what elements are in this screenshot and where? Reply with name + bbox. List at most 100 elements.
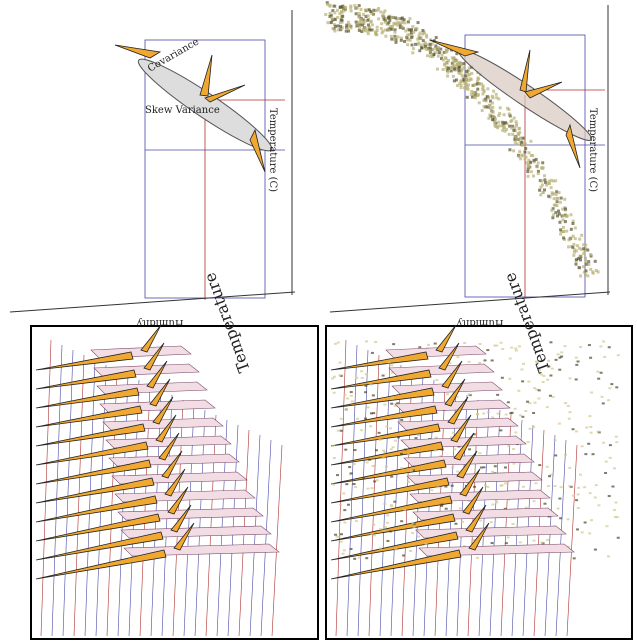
scatter-point: [374, 30, 377, 33]
scatter-point: [564, 220, 567, 223]
scatter-point: [526, 401, 529, 403]
scatter-point: [424, 45, 427, 48]
scatter-point: [456, 63, 459, 66]
scatter-point: [519, 137, 522, 140]
x-axis: [330, 292, 610, 312]
scatter-point: [576, 528, 579, 530]
scatter-point: [617, 354, 620, 356]
scatter-point: [527, 175, 530, 178]
scatter-point: [504, 466, 507, 468]
scatter-point: [434, 449, 437, 451]
scatter-point: [418, 346, 421, 348]
scatter-point: [378, 432, 381, 434]
scatter-point: [575, 258, 578, 261]
scatter-point: [391, 16, 394, 19]
scatter-point: [587, 443, 590, 445]
scatter-point: [417, 535, 420, 537]
scatter-point: [562, 214, 565, 217]
scatter-point: [353, 483, 356, 485]
scatter-point: [422, 39, 425, 42]
figure: Covariance Skew Variance Temperature (C)…: [0, 0, 637, 644]
scatter-point: [582, 265, 585, 268]
scatter-point: [548, 180, 551, 183]
scatter-point: [496, 394, 499, 396]
scatter-point: [617, 537, 620, 539]
scatter-point: [417, 434, 420, 436]
scatter-point: [505, 128, 508, 131]
scatter-point: [365, 340, 368, 342]
scatter-point: [452, 56, 455, 59]
scatter-point: [376, 479, 379, 481]
scatter-point: [461, 521, 464, 523]
scatter-point: [578, 247, 581, 250]
scatter-point: [608, 346, 611, 348]
scatter-point: [584, 243, 587, 246]
scatter-point: [515, 136, 518, 139]
scatter-point: [390, 504, 393, 506]
scatter-point: [525, 156, 528, 159]
scatter-point: [466, 70, 469, 73]
scatter-point: [540, 542, 543, 544]
scatter-point: [410, 36, 413, 39]
scatter-point: [416, 38, 419, 41]
scatter-point: [491, 471, 494, 473]
scatter-point: [579, 474, 582, 476]
scatter-point: [367, 24, 370, 27]
scatter-point: [411, 25, 414, 28]
scatter-point: [386, 522, 389, 524]
scatter-point: [543, 178, 546, 181]
scatter-point: [537, 161, 540, 164]
scatter-point: [470, 93, 473, 96]
scatter-point: [452, 432, 455, 434]
scatter-point: [556, 214, 559, 217]
scatter-point: [356, 23, 359, 26]
scatter-point: [441, 449, 444, 451]
scatter-point: [554, 485, 557, 487]
scatter-point: [491, 359, 494, 361]
scatter-point: [605, 461, 608, 463]
panel-top-right: Temperature (C) Humidity: [324, 1, 610, 328]
scatter-point: [574, 237, 577, 240]
scatter-point: [337, 342, 340, 344]
scatter-point: [614, 516, 617, 518]
scatter-point: [389, 530, 392, 532]
scatter-point: [602, 402, 605, 404]
scatter-point: [615, 386, 618, 388]
scatter-point: [608, 387, 611, 389]
scatter-point: [442, 68, 445, 71]
glyph: [200, 55, 212, 96]
scatter-point: [349, 548, 352, 550]
scatter-point: [570, 213, 573, 216]
scatter-point: [345, 483, 348, 485]
scatter-cloud: [324, 1, 599, 277]
scatter-point: [390, 364, 393, 366]
y-axis-label: Temperature (C): [587, 108, 598, 192]
scatter-point: [344, 449, 347, 451]
scatter-point: [387, 16, 390, 19]
scatter-point: [461, 74, 464, 77]
scatter-point: [492, 115, 495, 118]
scatter-point: [371, 487, 374, 489]
scatter-point: [412, 47, 415, 50]
scatter-point: [350, 395, 353, 397]
scatter-point: [607, 555, 610, 557]
scatter-point: [400, 453, 403, 455]
scatter-point: [567, 245, 570, 248]
scatter-point: [564, 345, 567, 347]
scatter-point: [559, 228, 562, 231]
scatter-point: [543, 503, 546, 505]
scatter-point: [349, 4, 352, 7]
scatter-point: [369, 10, 372, 13]
scatter-point: [362, 28, 365, 31]
scatter-point: [510, 347, 513, 349]
scatter-point: [560, 197, 563, 200]
scatter-point: [410, 470, 413, 472]
scatter-point: [486, 87, 489, 90]
x-axis: [10, 292, 295, 312]
scatter-point: [477, 77, 480, 80]
scatter-point: [446, 71, 449, 74]
scatter-point: [406, 34, 409, 37]
scatter-point: [577, 507, 580, 509]
scatter-point: [576, 244, 579, 247]
scatter-point: [467, 83, 470, 86]
